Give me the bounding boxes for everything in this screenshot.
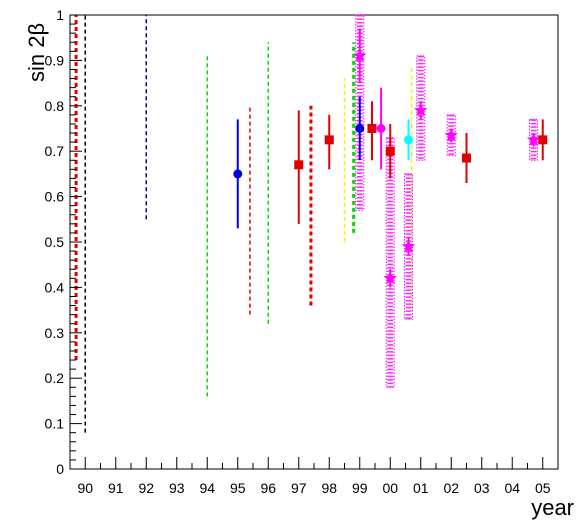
circle-marker xyxy=(355,124,365,133)
x-tick-label: 94 xyxy=(199,480,215,496)
x-tick-label: 93 xyxy=(169,480,185,496)
star-marker xyxy=(383,271,397,284)
x-tick-label: 00 xyxy=(382,480,398,496)
square-marker xyxy=(385,146,395,156)
square-marker xyxy=(538,135,548,145)
x-tick-label: 91 xyxy=(108,480,124,496)
square-marker xyxy=(462,153,471,163)
measurement-points xyxy=(233,28,548,288)
y-tick-label: 0.6 xyxy=(45,189,65,205)
x-axis-title: year xyxy=(531,495,574,520)
circle-marker xyxy=(404,135,414,145)
star-marker xyxy=(401,239,416,253)
y-tick-label: 0.3 xyxy=(45,325,65,341)
y-tick-label: 0.4 xyxy=(45,279,65,295)
x-tick-label: 97 xyxy=(291,480,307,496)
y-axis-title: sin 2β xyxy=(24,23,49,82)
square-marker xyxy=(324,135,334,145)
plot-frame xyxy=(69,14,559,470)
x-tick-label: 99 xyxy=(352,480,368,496)
star-marker xyxy=(414,103,428,116)
y-tick-label: 0.1 xyxy=(45,416,65,432)
x-tick-label: 98 xyxy=(321,480,337,496)
x-tick-label: 05 xyxy=(535,480,551,496)
y-tick-label: 0.9 xyxy=(45,52,65,68)
star-marker xyxy=(526,132,541,146)
x-tick-label: 01 xyxy=(413,480,429,496)
x-tick-label: 03 xyxy=(474,480,490,496)
circle-marker xyxy=(233,169,243,179)
x-tick-label: 95 xyxy=(230,480,246,496)
x-tick-label: 04 xyxy=(504,480,520,496)
axes: 0 0.1 0.2 0.3 0.4 0.5 0.6 0.7 0.8 0.9 1 90 91 92 93 94 9… xyxy=(45,7,559,496)
dashed-limit-bars xyxy=(74,15,413,433)
y-tick-label: 0 xyxy=(56,461,64,477)
circle-marker xyxy=(376,124,386,133)
star-marker xyxy=(444,128,458,141)
square-marker xyxy=(294,160,304,170)
x-tick-label: 90 xyxy=(77,480,93,496)
x-tick-label: 02 xyxy=(443,480,459,496)
y-tick-label: 0.8 xyxy=(45,98,65,114)
y-tick-label: 0.5 xyxy=(45,234,65,250)
x-tick-label: 96 xyxy=(260,480,276,496)
x-tick-label: 92 xyxy=(138,480,154,496)
y-tick-label: 0.7 xyxy=(45,143,65,159)
y-tick-label: 1 xyxy=(56,7,64,23)
square-marker xyxy=(367,124,377,133)
star-marker xyxy=(353,48,367,62)
y-tick-label: 0.2 xyxy=(45,370,65,386)
